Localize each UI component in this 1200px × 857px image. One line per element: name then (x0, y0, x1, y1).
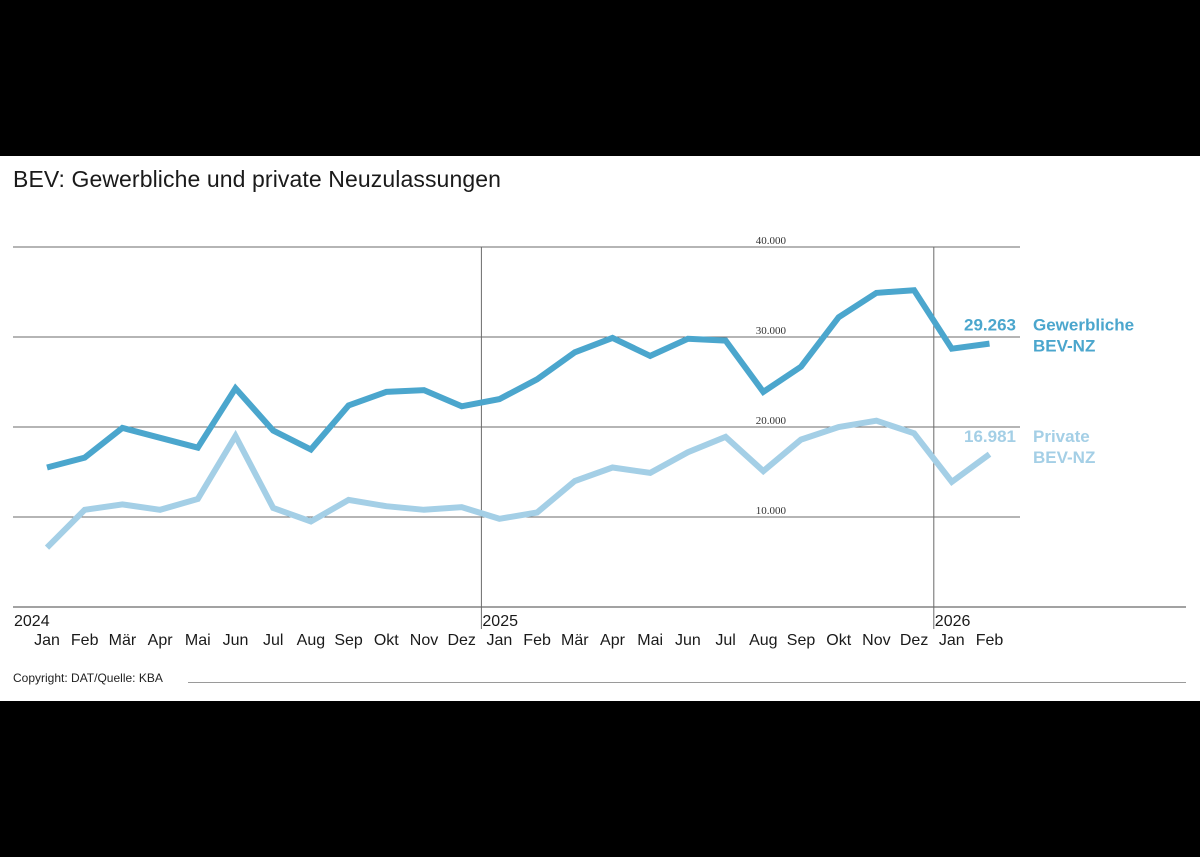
copyright-divider (188, 682, 1186, 683)
month-label: Apr (600, 632, 626, 649)
y-tick-label: 20.000 (756, 415, 787, 427)
end-value-label: 16.981 (964, 427, 1016, 446)
month-label: Feb (71, 632, 99, 649)
month-label: Jan (34, 632, 60, 649)
series-lines (44, 287, 992, 550)
month-label: Apr (148, 632, 174, 649)
end-value-label: 29.263 (964, 316, 1016, 335)
y-tick-label: 40.000 (756, 235, 787, 247)
series-name-label: Gewerbliche (1033, 316, 1134, 335)
month-label: Sep (334, 632, 363, 649)
month-label: Dez (447, 632, 475, 649)
month-label: Mär (109, 632, 137, 649)
chart-title: BEV: Gewerbliche und private Neuzulassun… (13, 166, 502, 192)
month-label: Feb (976, 632, 1004, 649)
month-label: Mär (561, 632, 589, 649)
month-label: Aug (297, 632, 325, 649)
series-line-commercial (46, 287, 990, 471)
month-label: Nov (410, 632, 438, 649)
month-label: Okt (826, 632, 851, 649)
month-label: Jan (487, 632, 513, 649)
month-label: Jul (715, 632, 735, 649)
month-label: Mai (185, 632, 211, 649)
y-tick-label: 30.000 (756, 325, 787, 337)
month-label: Mai (637, 632, 663, 649)
month-label: Aug (749, 632, 777, 649)
year-label: 2024 (14, 613, 50, 630)
month-label: Jun (223, 632, 249, 649)
series-name-label: BEV-NZ (1033, 337, 1095, 356)
month-label: Okt (374, 632, 399, 649)
month-label: Dez (900, 632, 928, 649)
year-label: 2025 (482, 613, 518, 630)
series-line-private (44, 417, 992, 550)
series-labels: 29.263 Gewerbliche BEV-NZ 16.981 Private BEV-… (964, 316, 1134, 468)
series-name-label: Private (1033, 427, 1090, 446)
series-name-label: BEV-NZ (1033, 448, 1095, 467)
y-tick-labels: 10.000 20.000 30.000 40.000 (756, 235, 787, 517)
y-tick-label: 10.000 (756, 505, 787, 517)
month-label: Jan (939, 632, 965, 649)
month-label: Jun (675, 632, 701, 649)
x-axis: 2024 2025 2026 Jan Feb Mär Apr Mai Jun Jul Aug Sep O… (14, 613, 1003, 649)
month-label: Jul (263, 632, 283, 649)
month-label: Feb (523, 632, 551, 649)
month-label: Sep (787, 632, 816, 649)
year-label: 2026 (935, 613, 971, 630)
copyright-text: Copyright: DAT/Quelle: KBA (13, 671, 163, 685)
month-label: Nov (862, 632, 890, 649)
